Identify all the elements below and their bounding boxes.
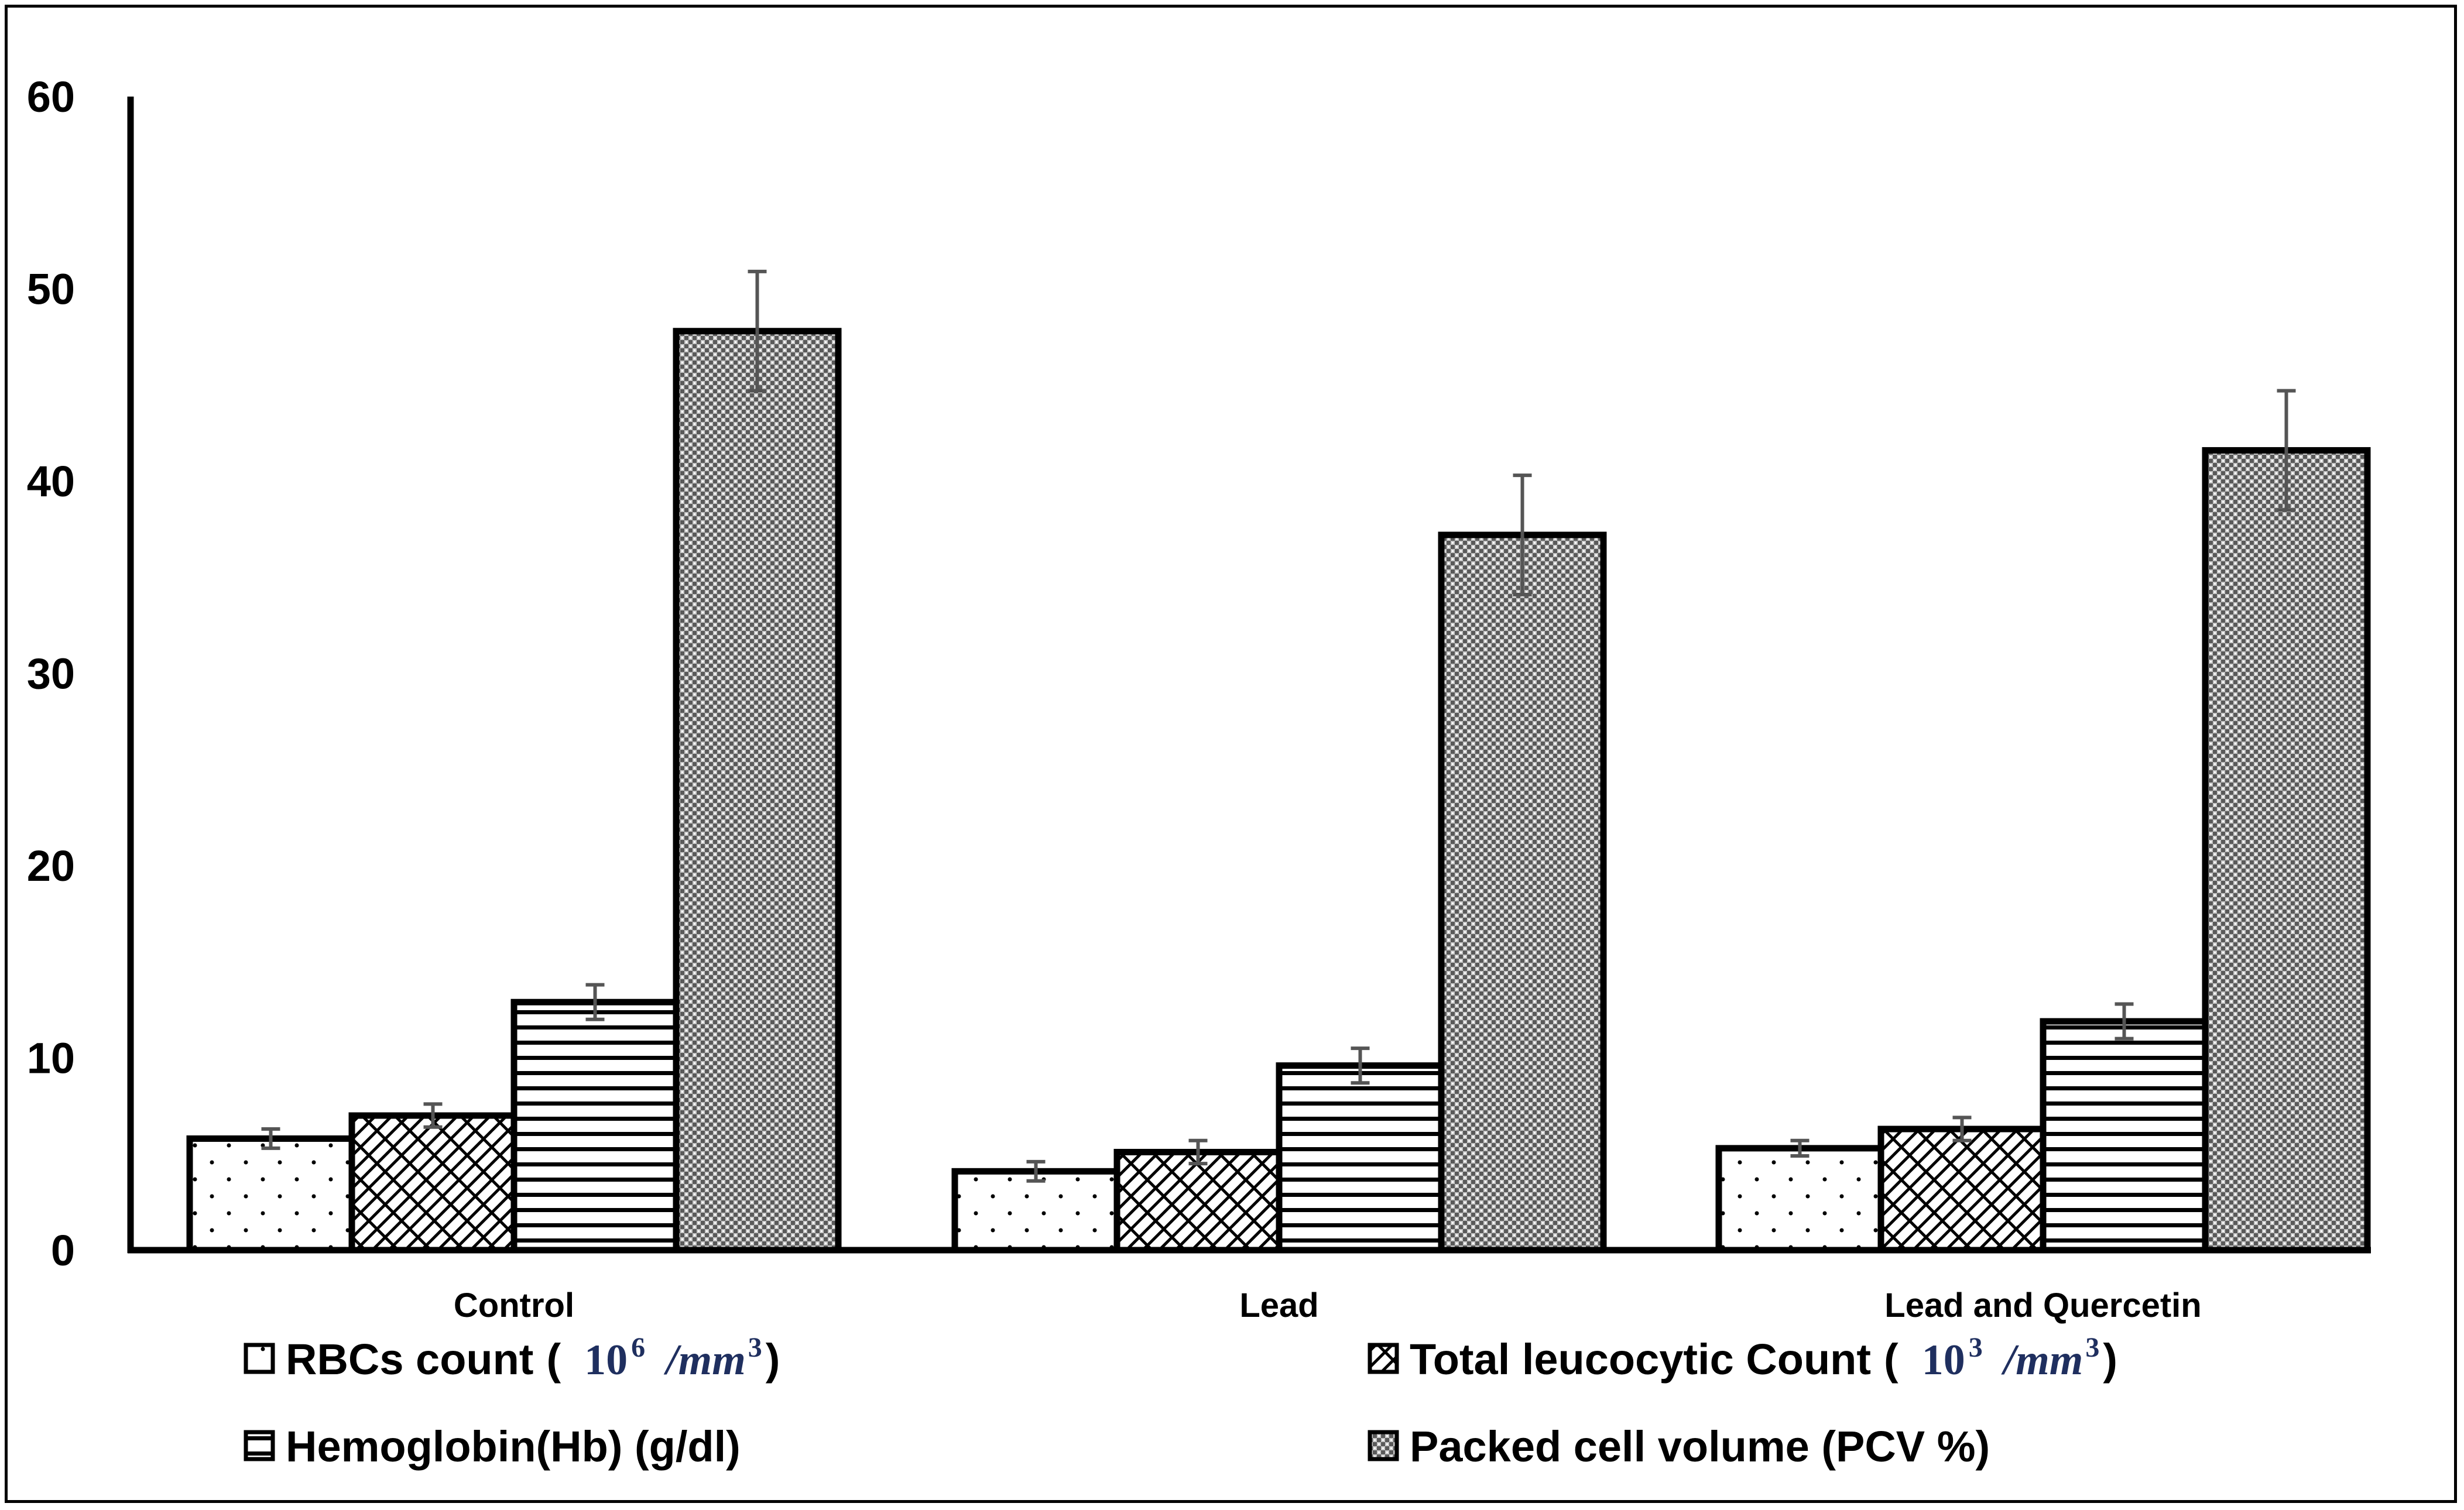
category-label: Control — [454, 1286, 574, 1324]
unit-divisor: /mm — [663, 1336, 746, 1384]
bar-dots-2 — [1715, 1145, 1884, 1254]
bar-dots-0 — [186, 1135, 355, 1254]
y-tick-label: 60 — [27, 73, 75, 121]
category-label: Lead — [1239, 1286, 1318, 1324]
unit-open-paren: ( — [1884, 1335, 1898, 1384]
legend: RBCs count(10 6/mm3) Total leucocytic Coun… — [244, 1332, 2117, 1471]
y-tick-label: 10 — [27, 1034, 75, 1083]
legend-item-crosshatch: Total leucocytic Count(10 3/mm3) — [1368, 1332, 2117, 1384]
legend-swatch — [1368, 1343, 1399, 1374]
legend-series-name: Hemoglobin(Hb) (g/dl) — [286, 1422, 741, 1471]
unit-exponent: 6 — [631, 1332, 645, 1363]
error-bar-crosshatch-0 — [423, 1102, 443, 1129]
bar-crosshatch-2 — [1877, 1125, 2047, 1254]
error-bar-checker-1 — [1513, 473, 1532, 596]
legend-label: Packed cell volume (PCV %) — [1410, 1422, 1990, 1471]
error-bar-dots-1 — [1026, 1159, 1046, 1183]
unit-close-paren: ) — [766, 1335, 780, 1384]
unit-divisor: /mm — [2001, 1336, 2083, 1384]
bar-checker-1 — [1438, 531, 1607, 1254]
unit-base: 10 — [1922, 1336, 1965, 1384]
legend-swatch — [1368, 1430, 1399, 1461]
error-bar-crosshatch-1 — [1188, 1138, 1208, 1166]
error-bar-horizontal-2 — [2115, 1002, 2134, 1041]
error-bar-horizontal-0 — [585, 983, 605, 1021]
error-bar-checker-2 — [2277, 389, 2296, 512]
error-bar-horizontal-1 — [1351, 1046, 1370, 1085]
bar-crosshatch-1 — [1113, 1148, 1283, 1254]
y-tick-label: 30 — [27, 650, 75, 698]
legend-series-name: Total leucocytic Count — [1410, 1335, 1871, 1384]
legend-swatch — [244, 1343, 275, 1374]
bar-horizontal-1 — [1276, 1062, 1445, 1254]
category-label: Lead and Quercetin — [1884, 1286, 2201, 1324]
unit-open-paren: ( — [546, 1335, 561, 1384]
legend-label: Hemoglobin(Hb) (g/dl) — [286, 1422, 741, 1471]
legend-label: Total leucocytic Count(10 3/mm3) — [1410, 1332, 2117, 1384]
unit-exponent: 3 — [1969, 1332, 1983, 1363]
legend-label: RBCs count (10 6/mm3) — [286, 1332, 780, 1384]
legend-item-dots: RBCs count (10 6/mm3) — [244, 1332, 780, 1384]
bar-checker-0 — [673, 328, 842, 1254]
legend-swatch — [244, 1430, 275, 1461]
legend-item-checker: Packed cell volume (PCV %) — [1368, 1422, 1990, 1471]
legend-series-name: Packed cell volume (PCV %) — [1410, 1422, 1990, 1471]
error-bar-dots-0 — [261, 1127, 280, 1150]
axes-layer: Control Lead Lead and Quercetin 0 10 20 30 40 50… — [27, 73, 2371, 1324]
y-tick-label: 20 — [27, 842, 75, 890]
unit-divisor-exponent: 3 — [2085, 1332, 2099, 1363]
legend-series-name: RBCs count — [286, 1335, 533, 1384]
unit-close-paren: ) — [2103, 1335, 2117, 1384]
bar-horizontal-2 — [2040, 1018, 2209, 1254]
error-bar-dots-2 — [1790, 1138, 1810, 1158]
y-tick-label: 40 — [27, 457, 75, 506]
bars-layer — [186, 269, 2371, 1254]
y-tick-label: 50 — [27, 265, 75, 314]
error-bar-crosshatch-2 — [1952, 1116, 1972, 1142]
unit-base: 10 — [584, 1336, 628, 1384]
y-tick-label: 0 — [51, 1226, 75, 1275]
bar-horizontal-0 — [510, 998, 680, 1254]
bar-dots-1 — [951, 1168, 1120, 1254]
bar-checker-2 — [2202, 447, 2371, 1254]
unit-divisor-exponent: 3 — [748, 1332, 762, 1363]
bar-crosshatch-0 — [348, 1112, 518, 1254]
error-bar-checker-0 — [748, 269, 767, 393]
legend-item-horizontal: Hemoglobin(Hb) (g/dl) — [244, 1422, 741, 1471]
